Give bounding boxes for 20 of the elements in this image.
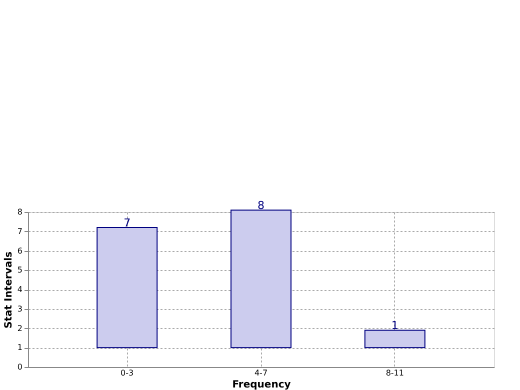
y-tick-label: 4: [17, 285, 22, 294]
y-tick-label: 3: [17, 304, 22, 314]
data-label: 8: [258, 199, 264, 212]
y-tick-label: 0: [17, 362, 22, 372]
y-tick-label: 7: [17, 226, 22, 236]
y-tick-label: 1: [17, 343, 22, 352]
y-axis-title: Stat Intervals: [3, 251, 14, 328]
bar: [230, 210, 292, 348]
data-label: 1: [391, 319, 398, 332]
y-tick-label: 8: [17, 208, 22, 216]
x-tick-label: 0-3: [120, 368, 134, 378]
bar: [364, 330, 426, 348]
y-tick-label: 5: [17, 266, 22, 275]
x-tick-label: 8-11: [386, 368, 404, 378]
y-tick-label: 6: [17, 246, 22, 256]
y-tick-label: 2: [17, 324, 22, 333]
bar: [96, 227, 158, 348]
x-tick-label: 4-7: [254, 368, 268, 378]
x-axis-title: Frequency: [232, 380, 292, 390]
data-label: 7: [124, 216, 131, 230]
